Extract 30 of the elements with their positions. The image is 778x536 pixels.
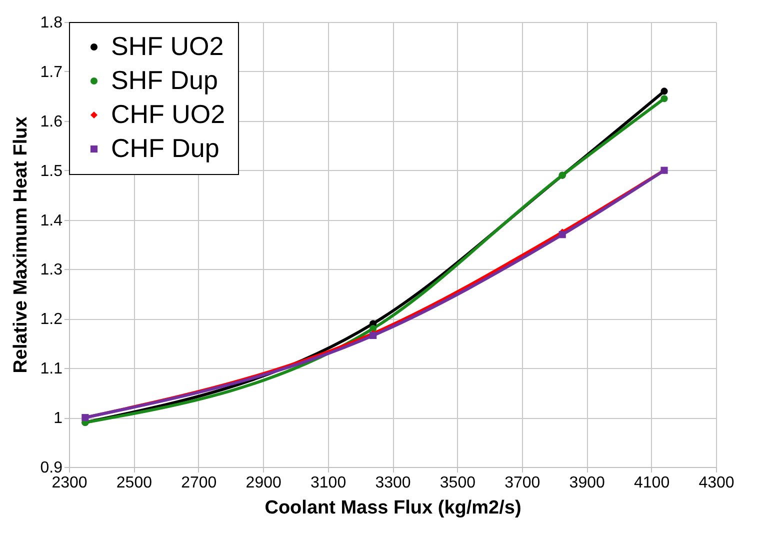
y-tick-label: 1.4 bbox=[40, 212, 63, 230]
x-tick-label: 4100 bbox=[634, 474, 670, 492]
legend-label: SHF Dup bbox=[111, 65, 218, 95]
x-tick-label: 3900 bbox=[569, 474, 605, 492]
y-tick-label: 1.8 bbox=[40, 14, 63, 32]
x-tick-label: 3100 bbox=[310, 474, 346, 492]
x-tick-label: 3300 bbox=[375, 474, 411, 492]
y-axis-title: Relative Maximum Heat Flux bbox=[10, 116, 32, 374]
legend-label: CHF UO2 bbox=[111, 99, 226, 129]
y-tick-label: 1.1 bbox=[40, 360, 63, 378]
x-tick-label: 4300 bbox=[698, 474, 734, 492]
point bbox=[660, 95, 668, 102]
x-tick-label: 3700 bbox=[504, 474, 540, 492]
y-tick-label: 1 bbox=[54, 410, 63, 428]
legend-label: SHF UO2 bbox=[111, 31, 224, 61]
point bbox=[558, 231, 566, 238]
x-axis-title: Coolant Mass Flux (kg/m2/s) bbox=[264, 498, 522, 518]
y-tick-label: 1.5 bbox=[40, 162, 63, 180]
y-tick-label: 1.7 bbox=[40, 64, 63, 81]
x-tick-label: 2500 bbox=[116, 474, 152, 492]
x-tick-label: 2300 bbox=[52, 474, 88, 492]
y-tick-label: 1.2 bbox=[40, 311, 63, 328]
y-tick-label: 0.9 bbox=[40, 460, 63, 476]
x-tick-label: 2900 bbox=[246, 474, 282, 492]
point bbox=[660, 88, 668, 95]
legend-label: CHF Dup bbox=[111, 133, 220, 163]
x-tick-label: 3500 bbox=[440, 474, 476, 492]
y-tick-label: 1.3 bbox=[40, 262, 63, 279]
x-tick-label: 2700 bbox=[181, 474, 217, 492]
y-tick-label: 1.6 bbox=[40, 113, 63, 130]
